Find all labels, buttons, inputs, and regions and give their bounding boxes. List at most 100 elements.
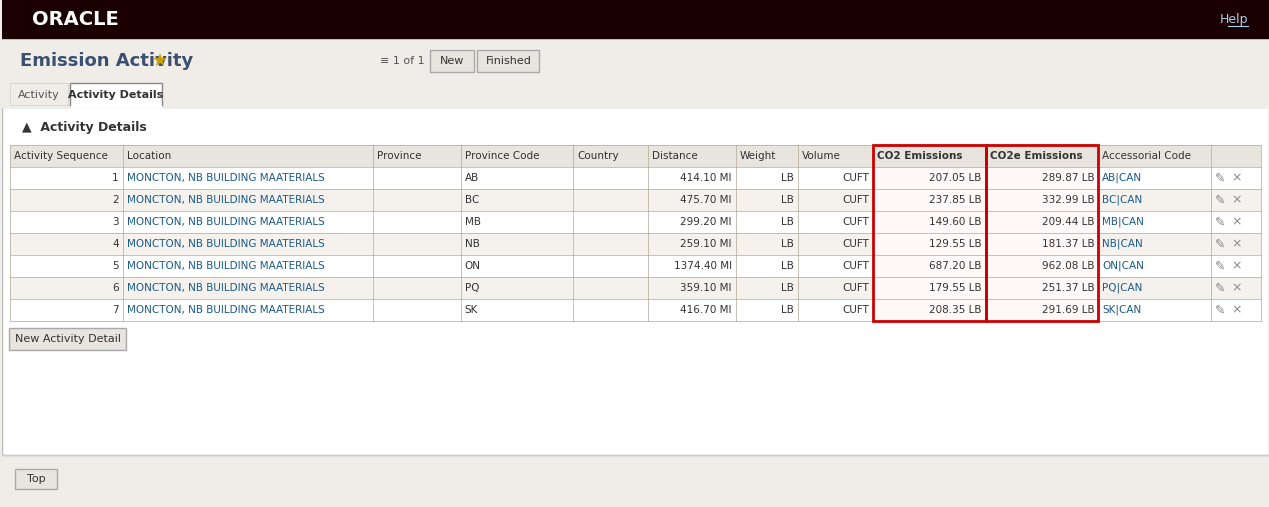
Text: MONCTON, NB BUILDING MAATERIALS: MONCTON, NB BUILDING MAATERIALS [127,261,325,271]
Bar [10,233,1261,255]
Bar [10,145,1261,167]
Bar [986,299,1099,321]
Text: 3: 3 [112,217,119,227]
Text: 332.99 LB: 332.99 LB [1042,195,1094,205]
Text: Top: Top [27,474,46,484]
Text: 251.37 LB: 251.37 LB [1042,283,1094,293]
Text: BC: BC [464,195,478,205]
Text: ✎: ✎ [1214,304,1226,316]
Bar [873,255,986,277]
Text: LB: LB [782,283,794,293]
Bar [873,167,986,189]
Bar [10,299,1261,321]
Text: 962.08 LB: 962.08 LB [1042,261,1094,271]
Text: 237.85 LB: 237.85 LB [929,195,982,205]
Bar [873,145,986,321]
Text: NB|CAN: NB|CAN [1103,239,1143,249]
Bar [986,167,1099,189]
Text: 2: 2 [112,195,119,205]
Bar [986,145,1099,321]
Text: LB: LB [782,261,794,271]
Text: LB: LB [782,217,794,227]
Text: ×: × [1231,281,1241,295]
Text: CUFT: CUFT [843,239,869,249]
Text: 6: 6 [112,283,119,293]
Text: Weight: Weight [740,151,777,161]
Text: ×: × [1231,171,1241,185]
Text: ✎: ✎ [1214,260,1226,272]
Text: ✎: ✎ [1214,237,1226,250]
Text: 181.37 LB: 181.37 LB [1042,239,1094,249]
Text: 207.05 LB: 207.05 LB [929,173,982,183]
Text: New: New [440,55,464,65]
Text: ×: × [1231,215,1241,229]
Bar [10,211,1261,233]
Text: PQ|CAN: PQ|CAN [1103,283,1143,293]
Text: ×: × [1231,260,1241,272]
Text: CUFT: CUFT [843,195,869,205]
Bar [873,233,986,255]
Text: MONCTON, NB BUILDING MAATERIALS: MONCTON, NB BUILDING MAATERIALS [127,283,325,293]
Text: ▲  Activity Details: ▲ Activity Details [22,121,147,133]
Text: Activity Sequence: Activity Sequence [14,151,108,161]
Text: Activity Details: Activity Details [69,90,164,100]
Text: 5: 5 [112,261,119,271]
Text: ×: × [1231,237,1241,250]
Text: ON|CAN: ON|CAN [1103,261,1145,271]
Text: 289.87 LB: 289.87 LB [1042,173,1094,183]
Text: Province Code: Province Code [464,151,539,161]
Text: 129.55 LB: 129.55 LB [929,239,982,249]
Text: CO2e Emissions: CO2e Emissions [990,151,1082,161]
Text: 299.20 MI: 299.20 MI [680,217,732,227]
Text: 209.44 LB: 209.44 LB [1042,217,1094,227]
Text: MONCTON, NB BUILDING MAATERIALS: MONCTON, NB BUILDING MAATERIALS [127,195,325,205]
Text: MONCTON, NB BUILDING MAATERIALS: MONCTON, NB BUILDING MAATERIALS [127,173,325,183]
Text: Finished: Finished [486,55,532,65]
Text: AB: AB [464,173,478,183]
Bar [986,255,1099,277]
Text: Distance: Distance [652,151,698,161]
Text: ★: ★ [152,52,168,69]
Text: MONCTON, NB BUILDING MAATERIALS: MONCTON, NB BUILDING MAATERIALS [127,305,325,315]
Text: ≡ 1 of 1: ≡ 1 of 1 [379,55,424,65]
Bar [3,83,1269,107]
Text: 687.20 LB: 687.20 LB [929,261,982,271]
Text: Location: Location [127,151,171,161]
Text: ✎: ✎ [1214,171,1226,185]
Text: Province: Province [377,151,421,161]
Text: SK|CAN: SK|CAN [1103,305,1142,315]
Text: BC|CAN: BC|CAN [1103,195,1142,205]
Text: Accessorial Code: Accessorial Code [1103,151,1192,161]
Text: ×: × [1231,304,1241,316]
Text: 179.55 LB: 179.55 LB [929,283,982,293]
Text: CUFT: CUFT [843,305,869,315]
Text: ✎: ✎ [1214,194,1226,206]
Text: CO2 Emissions: CO2 Emissions [877,151,963,161]
Text: CUFT: CUFT [843,173,869,183]
Text: 414.10 MI: 414.10 MI [680,173,732,183]
Text: 7: 7 [112,305,119,315]
FancyBboxPatch shape [9,328,126,350]
Bar [873,211,986,233]
Text: 475.70 MI: 475.70 MI [680,195,732,205]
Text: ×: × [1231,194,1241,206]
Text: 416.70 MI: 416.70 MI [680,305,732,315]
Bar [10,83,69,105]
Text: MB: MB [464,217,481,227]
Text: Country: Country [577,151,619,161]
Text: ✎: ✎ [1214,281,1226,295]
FancyBboxPatch shape [477,50,539,71]
Text: Activity: Activity [18,90,60,100]
Bar [986,233,1099,255]
Text: ORACLE: ORACLE [32,10,119,28]
Text: 1: 1 [112,173,119,183]
Text: Help: Help [1220,13,1247,25]
Text: SK: SK [464,305,478,315]
Bar [70,83,162,107]
Text: 1374.40 MI: 1374.40 MI [674,261,732,271]
Bar [3,38,1269,83]
Bar [873,189,986,211]
Text: 4: 4 [112,239,119,249]
Text: ON: ON [464,261,481,271]
Text: MONCTON, NB BUILDING MAATERIALS: MONCTON, NB BUILDING MAATERIALS [127,239,325,249]
